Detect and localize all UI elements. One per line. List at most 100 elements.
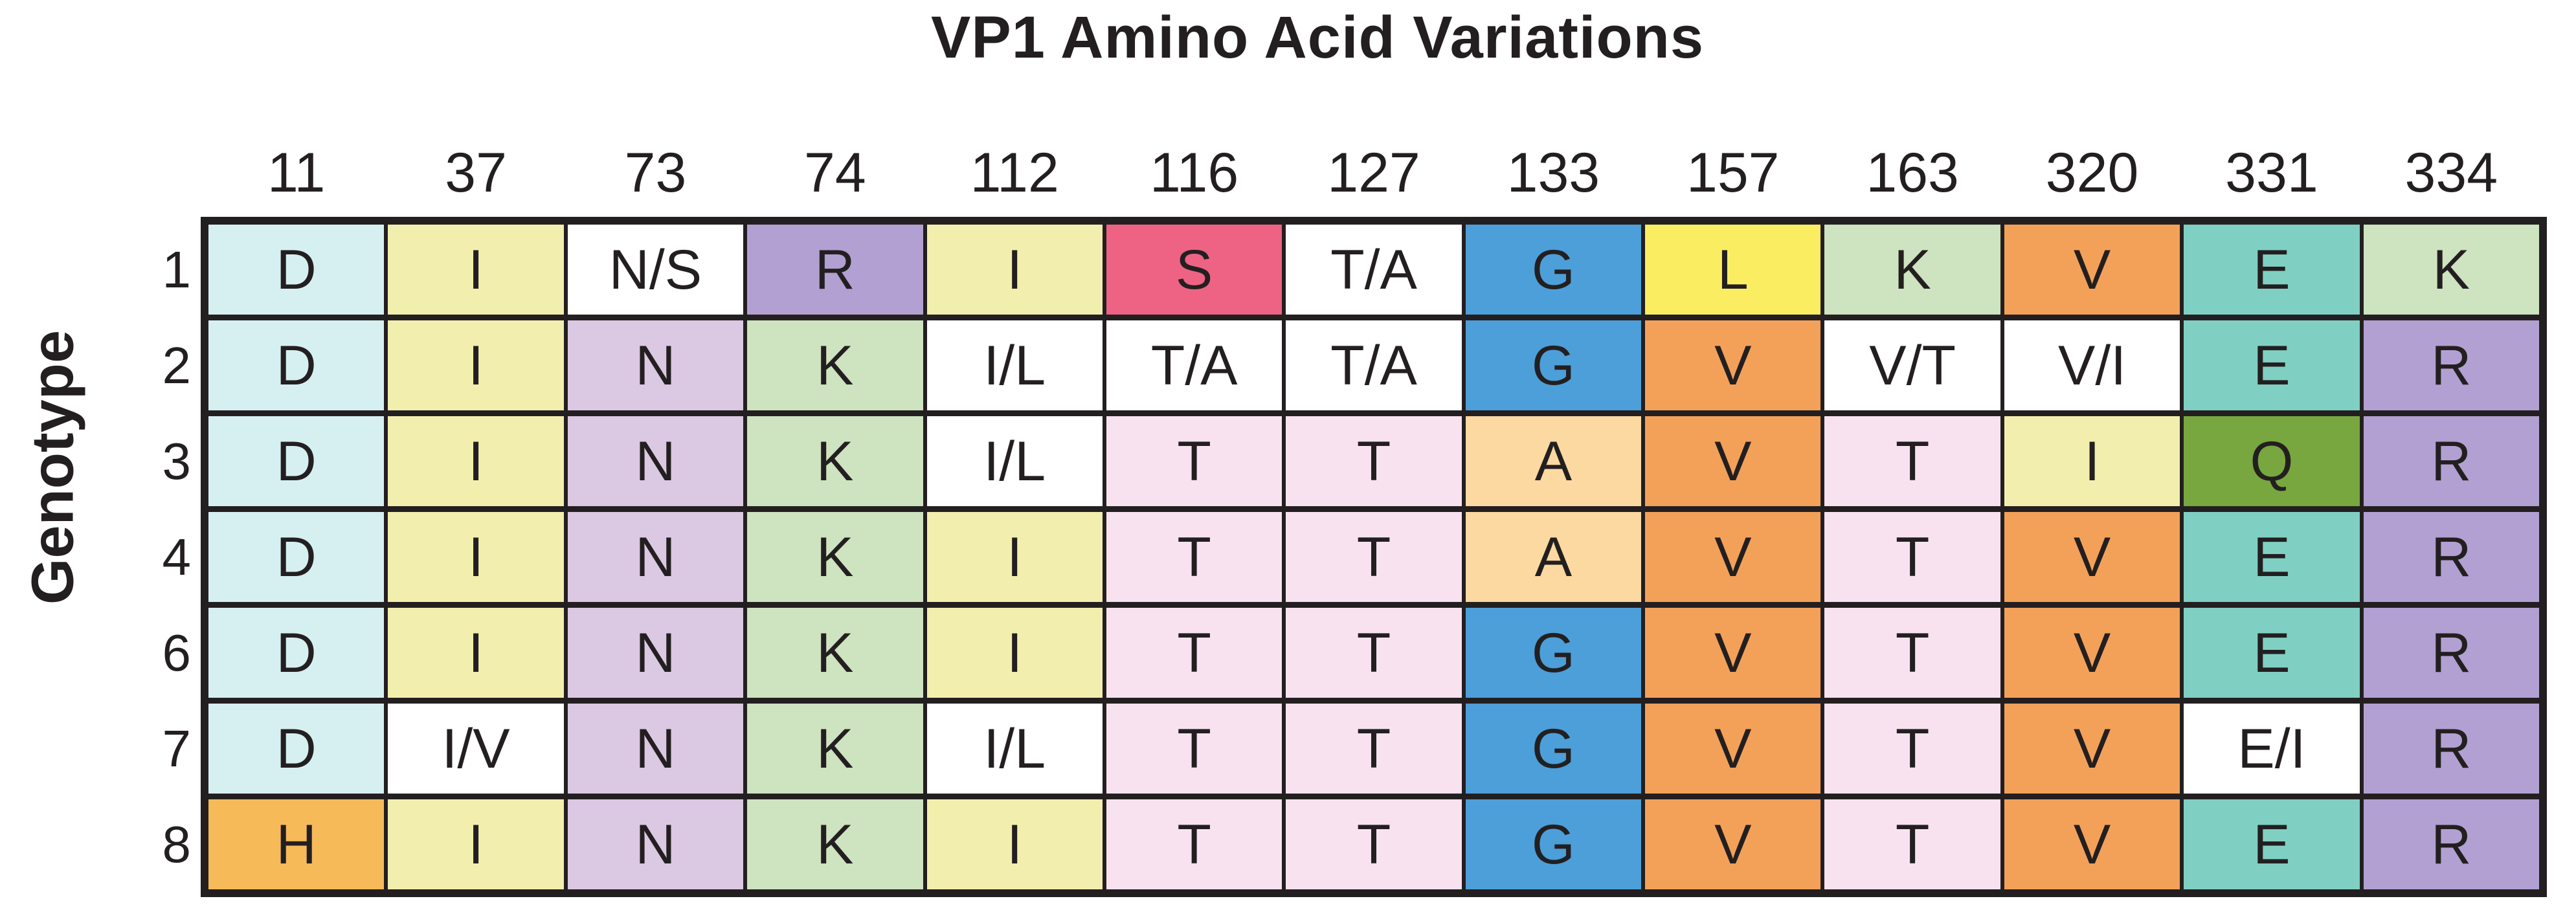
cell-genotype2-pos11: D bbox=[208, 320, 385, 410]
position-header-112: 112 bbox=[970, 142, 1059, 204]
genotype-row-label-6: 6 bbox=[162, 623, 192, 682]
cell-genotype7-pos334: R bbox=[2363, 704, 2539, 794]
position-header-334: 334 bbox=[2404, 142, 2498, 204]
cell-genotype3-pos11: D bbox=[208, 416, 385, 506]
cell-genotype3-pos133: A bbox=[1465, 416, 1642, 506]
cell-genotype6-pos11: D bbox=[208, 608, 385, 698]
cell-genotype6-pos127: T bbox=[1286, 608, 1462, 698]
genotype-row-label-7: 7 bbox=[162, 719, 192, 777]
genotype-row-label-8: 8 bbox=[162, 815, 192, 873]
cell-genotype7-pos11: D bbox=[208, 704, 385, 794]
position-header-320: 320 bbox=[2045, 142, 2139, 204]
cell-genotype2-pos37: I bbox=[388, 320, 564, 410]
cell-genotype6-pos116: T bbox=[1106, 608, 1282, 698]
cell-genotype8-pos320: V bbox=[2004, 799, 2180, 889]
cell-genotype6-pos112: I bbox=[926, 608, 1103, 698]
cell-genotype3-pos334: R bbox=[2363, 416, 2539, 506]
cell-genotype2-pos334: R bbox=[2363, 320, 2539, 410]
cell-genotype4-pos320: V bbox=[2004, 512, 2180, 602]
position-header-331: 331 bbox=[2225, 142, 2318, 204]
cell-genotype8-pos11: H bbox=[208, 799, 385, 889]
cell-genotype2-pos73: N bbox=[567, 320, 744, 410]
cell-genotype1-pos116: S bbox=[1106, 225, 1282, 315]
cell-genotype3-pos73: N bbox=[567, 416, 744, 506]
cell-genotype7-pos133: G bbox=[1465, 704, 1642, 794]
cell-genotype7-pos112: I/L bbox=[926, 704, 1103, 794]
cell-genotype2-pos116: T/A bbox=[1106, 320, 1282, 410]
cell-genotype1-pos74: R bbox=[747, 225, 923, 315]
cell-genotype6-pos163: T bbox=[1824, 608, 2000, 698]
position-header-116: 116 bbox=[1150, 142, 1239, 204]
cell-genotype7-pos116: T bbox=[1106, 704, 1282, 794]
cell-genotype4-pos127: T bbox=[1286, 512, 1462, 602]
cell-genotype7-pos163: T bbox=[1824, 704, 2000, 794]
cell-genotype8-pos116: T bbox=[1106, 799, 1282, 889]
cell-genotype3-pos74: K bbox=[747, 416, 923, 506]
cell-genotype4-pos73: N bbox=[567, 512, 744, 602]
cell-genotype3-pos37: I bbox=[388, 416, 564, 506]
position-header-row: 11 37 73 74 112 116 127 133 157 163 320 331 334 bbox=[201, 109, 2547, 201]
cell-genotype1-pos320: V bbox=[2004, 225, 2180, 315]
position-header-133: 133 bbox=[1506, 142, 1600, 204]
position-header-37: 37 bbox=[445, 142, 507, 204]
cell-genotype3-pos112: I/L bbox=[926, 416, 1103, 506]
cell-genotype4-pos334: R bbox=[2363, 512, 2539, 602]
cell-genotype4-pos11: D bbox=[208, 512, 385, 602]
cell-genotype8-pos163: T bbox=[1824, 799, 2000, 889]
cell-genotype4-pos112: I bbox=[926, 512, 1103, 602]
cell-genotype3-pos320: I bbox=[2004, 416, 2180, 506]
cell-genotype8-pos74: K bbox=[747, 799, 923, 889]
figure-title: VP1 Amino Acid Variations bbox=[930, 5, 1705, 71]
cell-genotype2-pos331: E bbox=[2184, 320, 2360, 410]
position-header-11: 11 bbox=[267, 142, 326, 204]
cell-genotype3-pos157: V bbox=[1645, 416, 1821, 506]
cell-genotype6-pos73: N bbox=[567, 608, 744, 698]
cell-genotype8-pos334: R bbox=[2363, 799, 2539, 889]
cell-genotype8-pos127: T bbox=[1286, 799, 1462, 889]
cell-genotype8-pos73: N bbox=[567, 799, 744, 889]
cell-genotype7-pos320: V bbox=[2004, 704, 2180, 794]
cell-genotype1-pos133: G bbox=[1465, 225, 1642, 315]
cell-genotype2-pos127: T/A bbox=[1286, 320, 1462, 410]
cell-genotype3-pos116: T bbox=[1106, 416, 1282, 506]
cell-genotype2-pos320: V/I bbox=[2004, 320, 2180, 410]
cell-genotype8-pos331: E bbox=[2184, 799, 2360, 889]
cell-genotype6-pos37: I bbox=[388, 608, 564, 698]
cell-genotype6-pos133: G bbox=[1465, 608, 1642, 698]
cell-genotype4-pos74: K bbox=[747, 512, 923, 602]
position-header-73: 73 bbox=[624, 142, 687, 204]
cell-genotype1-pos73: N/S bbox=[567, 225, 744, 315]
cell-genotype7-pos157: V bbox=[1645, 704, 1821, 794]
cell-genotype4-pos331: E bbox=[2184, 512, 2360, 602]
cell-genotype1-pos37: I bbox=[388, 225, 564, 315]
cell-genotype2-pos133: G bbox=[1465, 320, 1642, 410]
cell-genotype4-pos133: A bbox=[1465, 512, 1642, 602]
genotype-label-column: 1 2 3 4 6 7 8 bbox=[71, 217, 192, 897]
cell-genotype1-pos163: K bbox=[1824, 225, 2000, 315]
cell-genotype7-pos331: E/I bbox=[2184, 704, 2360, 794]
cell-genotype2-pos112: I/L bbox=[926, 320, 1103, 410]
cell-genotype3-pos127: T bbox=[1286, 416, 1462, 506]
cell-genotype6-pos157: V bbox=[1645, 608, 1821, 698]
position-header-163: 163 bbox=[1866, 142, 1959, 204]
cell-genotype2-pos163: V/T bbox=[1824, 320, 2000, 410]
cell-genotype6-pos331: E bbox=[2184, 608, 2360, 698]
genotype-row-label-4: 4 bbox=[162, 528, 192, 586]
cell-genotype6-pos334: R bbox=[2363, 608, 2539, 698]
position-header-127: 127 bbox=[1327, 142, 1420, 204]
cell-genotype3-pos331: Q bbox=[2184, 416, 2360, 506]
cell-genotype8-pos37: I bbox=[388, 799, 564, 889]
cell-genotype4-pos116: T bbox=[1106, 512, 1282, 602]
cell-genotype8-pos112: I bbox=[926, 799, 1103, 889]
cell-genotype1-pos112: I bbox=[926, 225, 1103, 315]
cell-genotype8-pos133: G bbox=[1465, 799, 1642, 889]
cell-genotype7-pos73: N bbox=[567, 704, 744, 794]
amino-acid-grid: D I N/S R I S T/A G L K V E K D I N K I/L T/A T/A G V V/T V/I E R… bbox=[201, 217, 2547, 897]
cell-genotype7-pos74: K bbox=[747, 704, 923, 794]
position-header-74: 74 bbox=[804, 142, 866, 204]
cell-genotype1-pos127: T/A bbox=[1286, 225, 1462, 315]
cell-genotype1-pos334: K bbox=[2363, 225, 2539, 315]
cell-genotype7-pos37: I/V bbox=[388, 704, 564, 794]
cell-genotype4-pos163: T bbox=[1824, 512, 2000, 602]
position-header-157: 157 bbox=[1686, 142, 1780, 204]
